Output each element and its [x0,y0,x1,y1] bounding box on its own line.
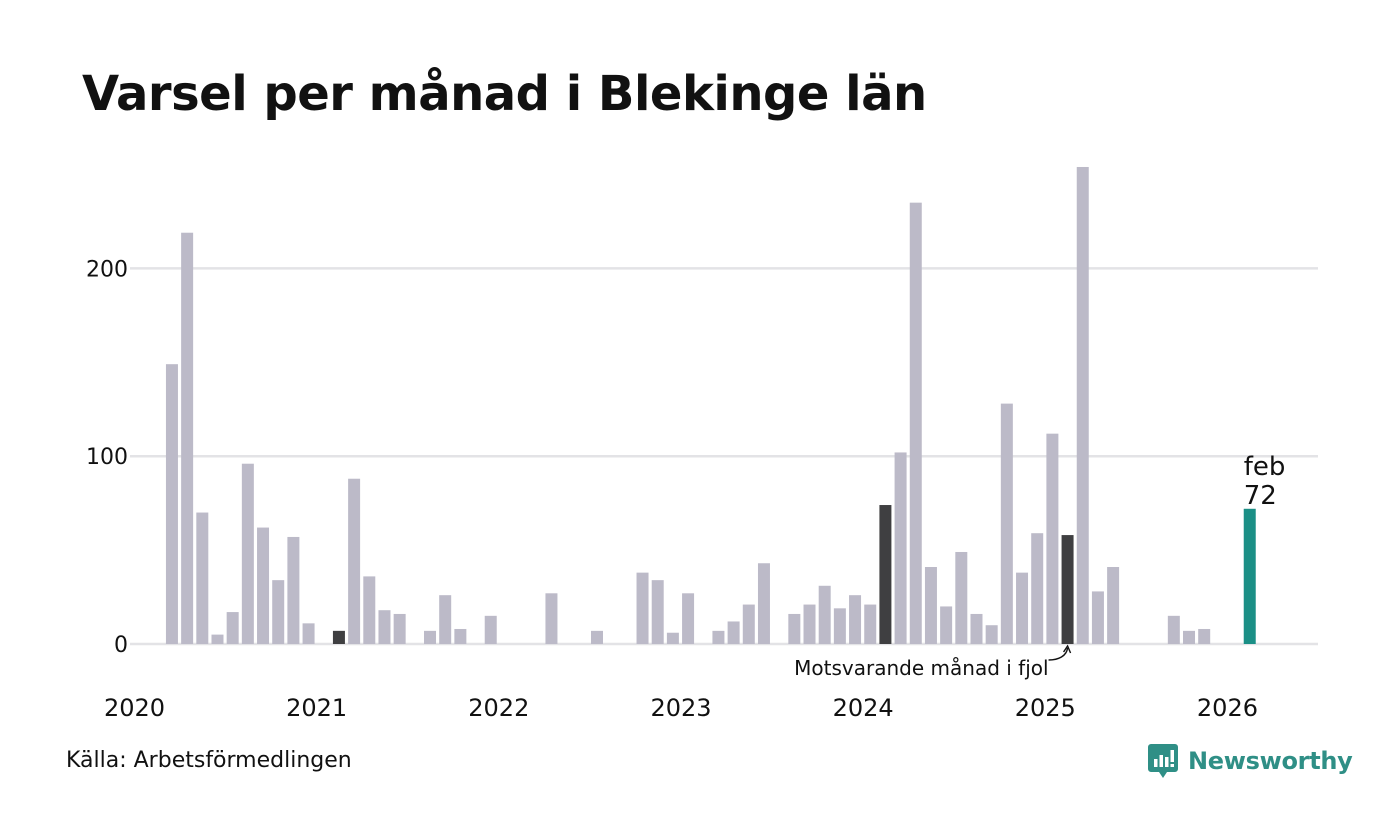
bar-2021-06 [393,613,406,644]
bar-2025-10 [1183,630,1196,644]
chart-title: Varsel per månad i Blekinge län [82,66,927,122]
bar-2022-12 [666,632,679,644]
x-tick-label: 2025 [1015,694,1076,722]
x-tick-label: 2021 [286,694,347,722]
x-tick-label: 2022 [468,694,529,722]
x-tick-label: 2026 [1197,694,1258,722]
bar-2020-06 [211,634,224,644]
bar-2023-05 [742,604,755,644]
bar-2023-08 [788,613,801,644]
bar-highlight-2024-02 [879,505,892,644]
bar-2025-09 [1167,615,1180,644]
bar-2023-01 [682,593,695,644]
bar-2024-12 [1031,533,1044,644]
brand-logo: Newsworthy [1148,744,1353,778]
bar-2024-07 [955,551,968,644]
newsworthy-logo-icon [1148,744,1178,778]
bar-2024-01 [864,604,877,644]
x-tick-label: 2023 [650,694,711,722]
bar-2023-04 [727,621,740,644]
bar-2022-11 [651,580,664,644]
bar-2024-05 [924,567,937,644]
brand-name: Newsworthy [1188,747,1353,775]
bar-2021-05 [378,610,391,644]
bar-2023-03 [712,630,725,644]
current-value-label: 72 [1244,481,1277,511]
bar-2025-11 [1198,628,1211,644]
bar-2021-08 [424,630,437,644]
bar-2024-06 [940,606,953,644]
bar-2020-09 [257,527,270,644]
bar-2024-11 [1016,572,1029,644]
x-tick-label: 2020 [104,694,165,722]
bar-highlight-2021-02 [332,630,345,644]
bar-2021-10 [454,628,467,644]
bar-current-2026-02 [1243,508,1256,644]
bar-2021-12 [484,615,497,644]
bar-2022-10 [636,572,649,644]
bar-2021-04 [363,576,376,644]
bar-2020-04 [181,232,194,644]
bar-2020-12 [302,623,315,644]
y-tick-label: 0 [114,633,128,658]
bar-2023-06 [757,563,770,644]
bar-2025-04 [1091,591,1104,644]
bar-2020-10 [272,580,285,644]
bar-2021-03 [348,478,361,644]
bar-highlight-2025-02 [1061,535,1074,644]
current-month-label: feb [1244,452,1286,482]
bar-2020-11 [287,536,300,644]
bar-2020-03 [165,364,178,644]
x-tick-label: 2024 [833,694,894,722]
bar-2023-10 [818,585,831,644]
annotation-label: Motsvarande månad i fjol [794,656,1048,680]
bar-2024-04 [909,202,922,645]
annotation-arrowhead [1062,644,1072,654]
annotation-arrow [1048,647,1069,661]
bar-2025-01 [1046,433,1059,644]
bar-2023-12 [849,595,862,644]
bar-2022-04 [545,593,558,644]
y-tick-label: 200 [86,257,128,282]
bar-2025-03 [1076,166,1089,644]
bar-2023-11 [833,608,846,644]
bar-2020-08 [241,463,254,644]
bar-2022-07 [590,630,603,644]
source-note: Källa: Arbetsförmedlingen [66,748,352,773]
bar-2025-05 [1107,567,1120,644]
bar-2020-07 [226,612,239,644]
bar-2024-09 [985,625,998,644]
bar-2023-09 [803,604,816,644]
bar-2020-05 [196,512,209,644]
y-tick-label: 100 [86,445,128,470]
bar-2021-09 [439,595,452,644]
bar-2024-10 [1000,403,1013,644]
bar-2024-03 [894,452,907,644]
bar-2024-08 [970,613,983,644]
